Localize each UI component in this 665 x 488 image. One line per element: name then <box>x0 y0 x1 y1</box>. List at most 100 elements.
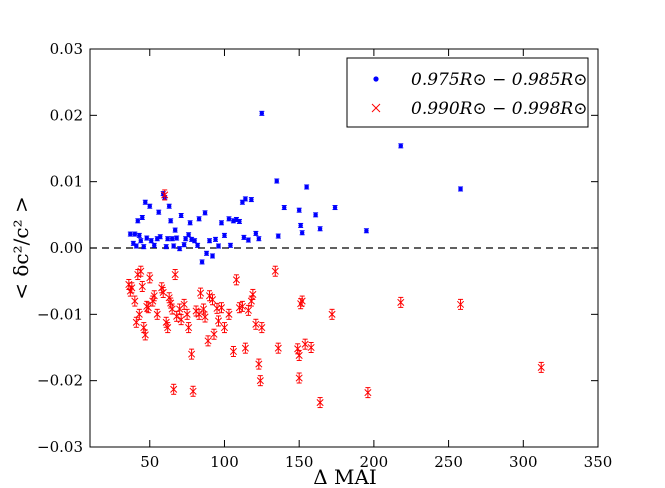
blue-dot-point <box>169 236 175 242</box>
blue-dot-point <box>218 220 224 226</box>
x-marker-stroke <box>274 344 282 352</box>
y-tick-label: −0.03 <box>37 438 83 456</box>
dot-marker <box>141 244 146 249</box>
red-x-point <box>164 322 172 334</box>
blue-dot-point <box>253 230 259 236</box>
red-x-point <box>195 308 203 320</box>
dot-marker <box>207 238 212 243</box>
red-x-point <box>168 303 176 315</box>
x-marker-stroke <box>171 270 179 279</box>
blue-dot-point <box>215 243 221 249</box>
blue-dot-point <box>148 238 154 244</box>
dot-marker <box>171 243 176 249</box>
x-marker-stroke <box>159 288 167 296</box>
legend: 0.975R⊙ − 0.985R⊙ 0.990R⊙ − 0.998R⊙ <box>346 57 589 128</box>
x-tick-label: 50 <box>140 453 159 471</box>
dot-marker <box>187 220 193 225</box>
red-x-point <box>364 387 372 399</box>
blue-dot-point <box>227 242 233 248</box>
x-tick-label: 100 <box>210 453 239 471</box>
dot-marker <box>134 243 139 249</box>
dot-marker <box>152 243 157 248</box>
blue-dot-point <box>248 197 254 203</box>
blue-dot-point <box>177 246 183 252</box>
red-x-point <box>170 383 178 395</box>
x-marker-stroke <box>135 310 143 318</box>
red-x-point <box>150 290 158 302</box>
red-x-point <box>258 322 266 334</box>
red-x-point <box>167 297 175 309</box>
blue-dot-point <box>274 178 280 184</box>
x-marker-stroke <box>153 310 161 318</box>
dot-marker <box>274 178 279 184</box>
blue-dot-point <box>165 236 171 242</box>
dot-marker <box>313 212 318 218</box>
x-marker-stroke <box>138 282 146 291</box>
dot-marker <box>149 238 154 243</box>
dot-marker <box>128 231 133 237</box>
x-marker-stroke <box>214 317 223 325</box>
x-marker-stroke <box>217 304 226 312</box>
red-x-point <box>256 375 264 387</box>
dot-marker <box>174 235 179 241</box>
red-x-point <box>137 265 145 277</box>
x-marker-stroke <box>220 324 229 332</box>
dot-marker <box>156 209 161 215</box>
blue-dot-point <box>151 242 157 248</box>
dot-marker <box>164 244 169 249</box>
blue-dot-point <box>156 209 162 215</box>
blue-dot-point <box>138 238 144 244</box>
blue-dot-point <box>398 143 404 149</box>
x-marker-stroke <box>144 304 152 312</box>
blue-dot-point <box>296 207 302 213</box>
blue-dot-point <box>163 244 169 250</box>
red-x-point <box>185 322 193 334</box>
blue-dot-point <box>136 232 142 238</box>
red-x-point <box>229 345 237 357</box>
y-tick-label: 0.01 <box>50 173 83 191</box>
dot-marker <box>166 204 172 209</box>
blue-dot-point <box>133 243 139 249</box>
red-x-point <box>205 290 214 302</box>
x-marker-stroke <box>137 267 145 275</box>
red-x-point <box>225 308 233 320</box>
x-marker-stroke <box>132 318 140 326</box>
dot-marker <box>259 111 265 116</box>
x-marker-stroke <box>146 274 154 282</box>
x-marker-stroke <box>364 389 372 397</box>
x-marker-stroke <box>255 360 263 368</box>
red-x-point <box>217 302 226 314</box>
x-tick-label: 200 <box>360 453 389 471</box>
dot-marker <box>458 186 463 192</box>
dot-marker <box>256 236 262 241</box>
dot-marker <box>304 184 309 190</box>
dot-marker <box>158 234 163 239</box>
x-marker-stroke <box>397 298 405 306</box>
red-x-point <box>307 342 315 353</box>
dot-marker <box>140 215 145 220</box>
dot-marker <box>398 143 403 149</box>
dot-marker <box>296 207 302 213</box>
x-marker-stroke <box>456 300 465 308</box>
blue-dot-point <box>172 227 178 233</box>
x-marker-stroke <box>252 320 260 328</box>
y-tick-label: 0.03 <box>50 40 83 58</box>
x-marker-stroke <box>164 324 172 332</box>
dot-marker <box>132 231 138 237</box>
blue-dot-point <box>259 110 265 116</box>
red-x-point <box>232 274 240 286</box>
dot-marker <box>299 230 305 235</box>
red-x-point <box>456 298 465 310</box>
x-marker-stroke <box>201 313 209 321</box>
blue-dot-point <box>196 216 202 222</box>
x-marker-stroke <box>258 324 266 332</box>
red-x-point <box>188 348 196 360</box>
red-x-point <box>295 349 303 361</box>
blue-dot-point <box>166 203 172 209</box>
x-marker-stroke <box>295 351 303 360</box>
legend-label-0: 0.975R⊙ − 0.985R⊙ <box>411 70 587 90</box>
x-marker-stroke <box>205 292 214 300</box>
dot-marker <box>172 227 178 233</box>
x-marker-stroke <box>177 316 185 324</box>
red-x-point <box>271 265 279 277</box>
